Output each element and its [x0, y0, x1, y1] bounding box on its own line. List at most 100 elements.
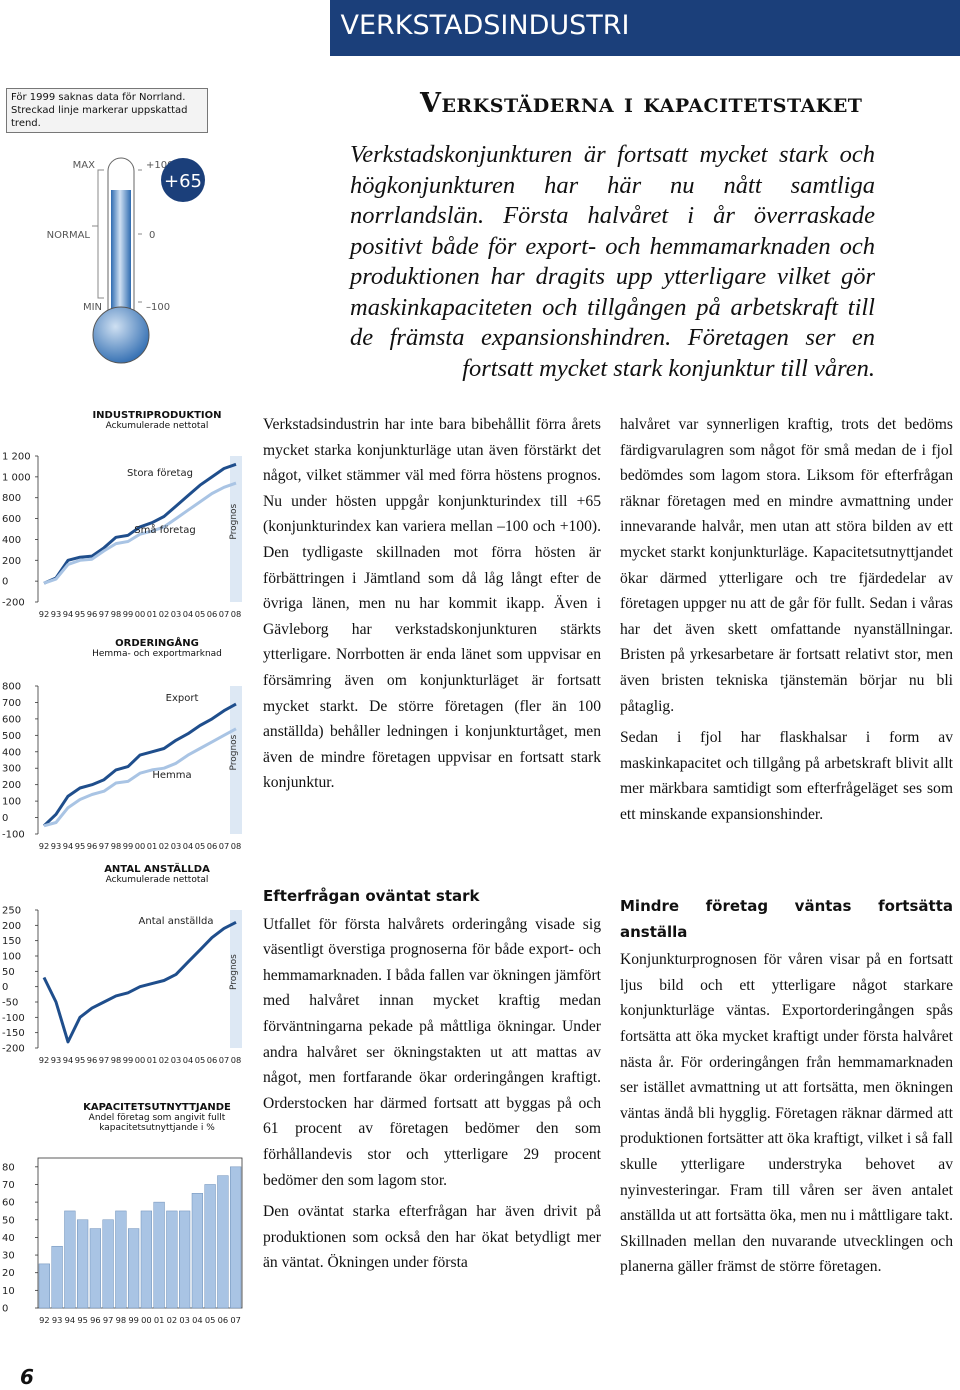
x-tick-label: 02 [159, 609, 170, 619]
x-tick-label: 99 [123, 841, 134, 851]
x-tick-label: 05 [195, 1055, 206, 1065]
x-tick-label: 06 [207, 841, 218, 851]
y-tick-label: 100 [2, 797, 21, 808]
label-normal: NORMAL [47, 230, 91, 241]
x-tick-label: 01 [147, 1055, 158, 1065]
forecast-label: Prognos [229, 734, 239, 770]
x-tick-label: 95 [77, 1315, 88, 1325]
x-tick-label: 03 [171, 841, 182, 851]
y-tick-label: 400 [2, 747, 21, 758]
y-tick-label: 30 [2, 1251, 15, 1262]
thermometer: MAX NORMAL MIN +100 0 –100 +65 [47, 157, 205, 364]
x-tick-label: 07 [219, 841, 230, 851]
x-tick-label: 94 [63, 609, 74, 619]
y-tick-label: 50 [2, 967, 15, 978]
series-label: Hemma [152, 770, 191, 781]
chart-title: KAPACITETSUTNYTTJANDE [83, 1102, 231, 1113]
bar [140, 1210, 152, 1309]
x-tick-label: 06 [207, 609, 218, 619]
x-tick-label: 04 [183, 841, 194, 851]
x-tick-label: 96 [90, 1315, 101, 1325]
chart-title: INDUSTRIPRODUKTION [92, 410, 222, 421]
x-tick-label: 04 [192, 1315, 203, 1325]
y-tick-label: -200 [2, 1044, 25, 1055]
x-tick-label: 92 [39, 1315, 50, 1325]
bar [77, 1219, 89, 1309]
section-header: VERKSTADSINDUSTRI [330, 0, 960, 56]
y-tick-label: 500 [2, 731, 21, 742]
x-tick-label: 96 [87, 609, 98, 619]
forecast-area [230, 686, 242, 834]
x-tick-label: 93 [52, 1315, 63, 1325]
x-tick-label: 93 [51, 1055, 62, 1065]
column: Verkstadsindustrin har inte bara bibehål… [263, 412, 601, 802]
note-line: För 1999 saknas data för Norrland. [11, 92, 186, 103]
y-tick-label: 40 [2, 1233, 15, 1244]
x-tick-label: 01 [147, 841, 158, 851]
section-heading: Mindre företag väntas fortsätta anställa [620, 897, 953, 941]
x-tick-label: 96 [87, 841, 98, 851]
x-tick-label: 07 [219, 1055, 230, 1065]
x-tick-label: 00 [141, 1315, 152, 1325]
y-tick-label: 1 200 [2, 452, 31, 463]
y-tick-label: 250 [2, 906, 21, 917]
chart-subtitle: Ackumulerade nettotal [105, 875, 209, 885]
article-title: Verkstäderna i kapacitetstaket [420, 88, 863, 119]
x-tick-label: 07 [230, 1315, 241, 1325]
thermometer-bulb [92, 306, 150, 364]
series-line [42, 920, 237, 1044]
x-tick-label: 06 [218, 1315, 229, 1325]
series-line [42, 702, 237, 827]
bar [217, 1175, 229, 1309]
series-line [43, 481, 237, 585]
x-tick-label: 94 [63, 841, 74, 851]
label-top: +100 [146, 160, 173, 171]
x-tick-label: 96 [87, 1055, 98, 1065]
chart-heading: INDUSTRIPRODUKTION Ackumulerade nettotal [82, 410, 232, 431]
x-tick-label: 03 [171, 609, 182, 619]
index-value: +65 [164, 171, 202, 192]
x-tick-label: 98 [116, 1315, 127, 1325]
note-box: För 1999 saknas data för Norrland. Strec… [6, 88, 208, 133]
bar [230, 1166, 242, 1309]
bar [128, 1228, 140, 1309]
forecast-area [230, 910, 242, 1048]
paragraph: halvåret var synnerligen kraftig, trots … [620, 416, 953, 715]
x-tick-label: 06 [207, 1055, 218, 1065]
y-tick-label: 0 [2, 577, 8, 588]
x-tick-label: 08 [231, 609, 242, 619]
x-tick-label: 97 [99, 841, 110, 851]
note-line: Streckad linje markerar uppskattad trend… [11, 105, 188, 129]
x-tick-label: 95 [75, 609, 86, 619]
y-tick-label: 0 [2, 813, 8, 824]
bar [64, 1210, 76, 1309]
x-tick-label: 92 [39, 609, 50, 619]
forecast-area [230, 456, 242, 602]
label-bottom: –100 [146, 302, 170, 313]
chart-subtitle: Hemma- och exportmarknad [92, 649, 222, 659]
y-tick-label: 70 [2, 1180, 15, 1191]
x-tick-label: 94 [63, 1055, 74, 1065]
chart-heading: ANTAL ANSTÄLLDA Ackumulerade nettotal [82, 864, 232, 885]
series-line [43, 727, 237, 828]
x-tick-label: 02 [159, 841, 170, 851]
chart-heading: ORDERINGÅNG Hemma- och exportmarknad [82, 638, 232, 659]
x-tick-label: 95 [75, 841, 86, 851]
x-tick-label: 97 [99, 1055, 110, 1065]
chart-subtitle: Andel företag som angivit fullt kapacite… [88, 1113, 226, 1133]
brace [92, 169, 104, 299]
x-tick-label: 03 [171, 1055, 182, 1065]
bar [166, 1210, 178, 1309]
x-tick-label: 05 [195, 841, 206, 851]
x-tick-label: 98 [111, 609, 122, 619]
y-tick-label: 700 [2, 698, 21, 709]
y-tick-label: 800 [2, 493, 21, 504]
x-tick-label: 99 [123, 1055, 134, 1065]
bar [191, 1193, 203, 1309]
column: halvåret var synnerligen kraftig, trots … [620, 412, 953, 834]
paragraph: Verkstadsindustrin har inte bara bibehål… [263, 416, 601, 792]
